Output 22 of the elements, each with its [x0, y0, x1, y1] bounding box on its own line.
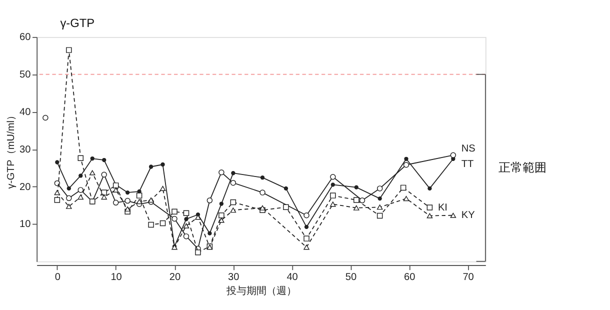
x-axis-title: 投与期間（週）	[225, 284, 296, 297]
text: 正常範囲	[498, 160, 546, 175]
series-label: KI	[438, 202, 448, 214]
x-tick-label: 70	[462, 272, 474, 284]
x-tick-label: 30	[228, 272, 240, 284]
series-label: NS	[461, 143, 476, 154]
y-axis-title: γ-GTP（mU/ml）	[6, 110, 17, 189]
x-tick-label: 60	[404, 272, 416, 284]
y-tick-label: 50	[19, 70, 32, 81]
x-tick-label: 50	[345, 272, 357, 284]
y-tick-label: 60	[19, 32, 32, 44]
y-tick-label: 40	[19, 106, 32, 118]
x-tick-label: 0	[54, 272, 61, 284]
x-tick-label: 10	[110, 272, 122, 284]
chart-title: γ-GTP	[60, 16, 95, 30]
y-tick-label: 10	[19, 219, 32, 230]
x-tick-label: 40	[286, 272, 298, 284]
y-tick-label: 20	[19, 182, 32, 193]
x-tick-label: 20	[169, 272, 181, 284]
y-tick-label: 30	[19, 144, 32, 156]
series-label: KY	[461, 210, 476, 222]
series-label: TT	[461, 159, 474, 170]
